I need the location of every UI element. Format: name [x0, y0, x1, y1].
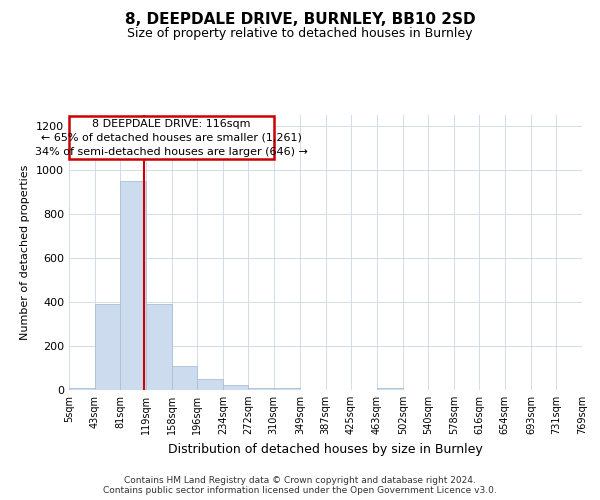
Bar — [248, 388, 274, 390]
Bar — [95, 304, 120, 390]
Bar — [69, 388, 95, 390]
Bar — [120, 181, 146, 390]
Y-axis label: Number of detached properties: Number of detached properties — [20, 165, 31, 340]
X-axis label: Distribution of detached houses by size in Burnley: Distribution of detached houses by size … — [168, 442, 483, 456]
Bar — [377, 388, 403, 390]
Bar — [197, 378, 223, 390]
Text: 8 DEEPDALE DRIVE: 116sqm
← 65% of detached houses are smaller (1,261)
34% of sem: 8 DEEPDALE DRIVE: 116sqm ← 65% of detach… — [35, 118, 308, 156]
Bar — [274, 388, 300, 390]
Text: Contains HM Land Registry data © Crown copyright and database right 2024.
Contai: Contains HM Land Registry data © Crown c… — [103, 476, 497, 495]
Bar — [146, 304, 172, 390]
Text: Size of property relative to detached houses in Burnley: Size of property relative to detached ho… — [127, 28, 473, 40]
FancyBboxPatch shape — [69, 116, 274, 159]
Bar — [172, 366, 197, 390]
Bar — [223, 385, 248, 390]
Text: 8, DEEPDALE DRIVE, BURNLEY, BB10 2SD: 8, DEEPDALE DRIVE, BURNLEY, BB10 2SD — [125, 12, 475, 28]
